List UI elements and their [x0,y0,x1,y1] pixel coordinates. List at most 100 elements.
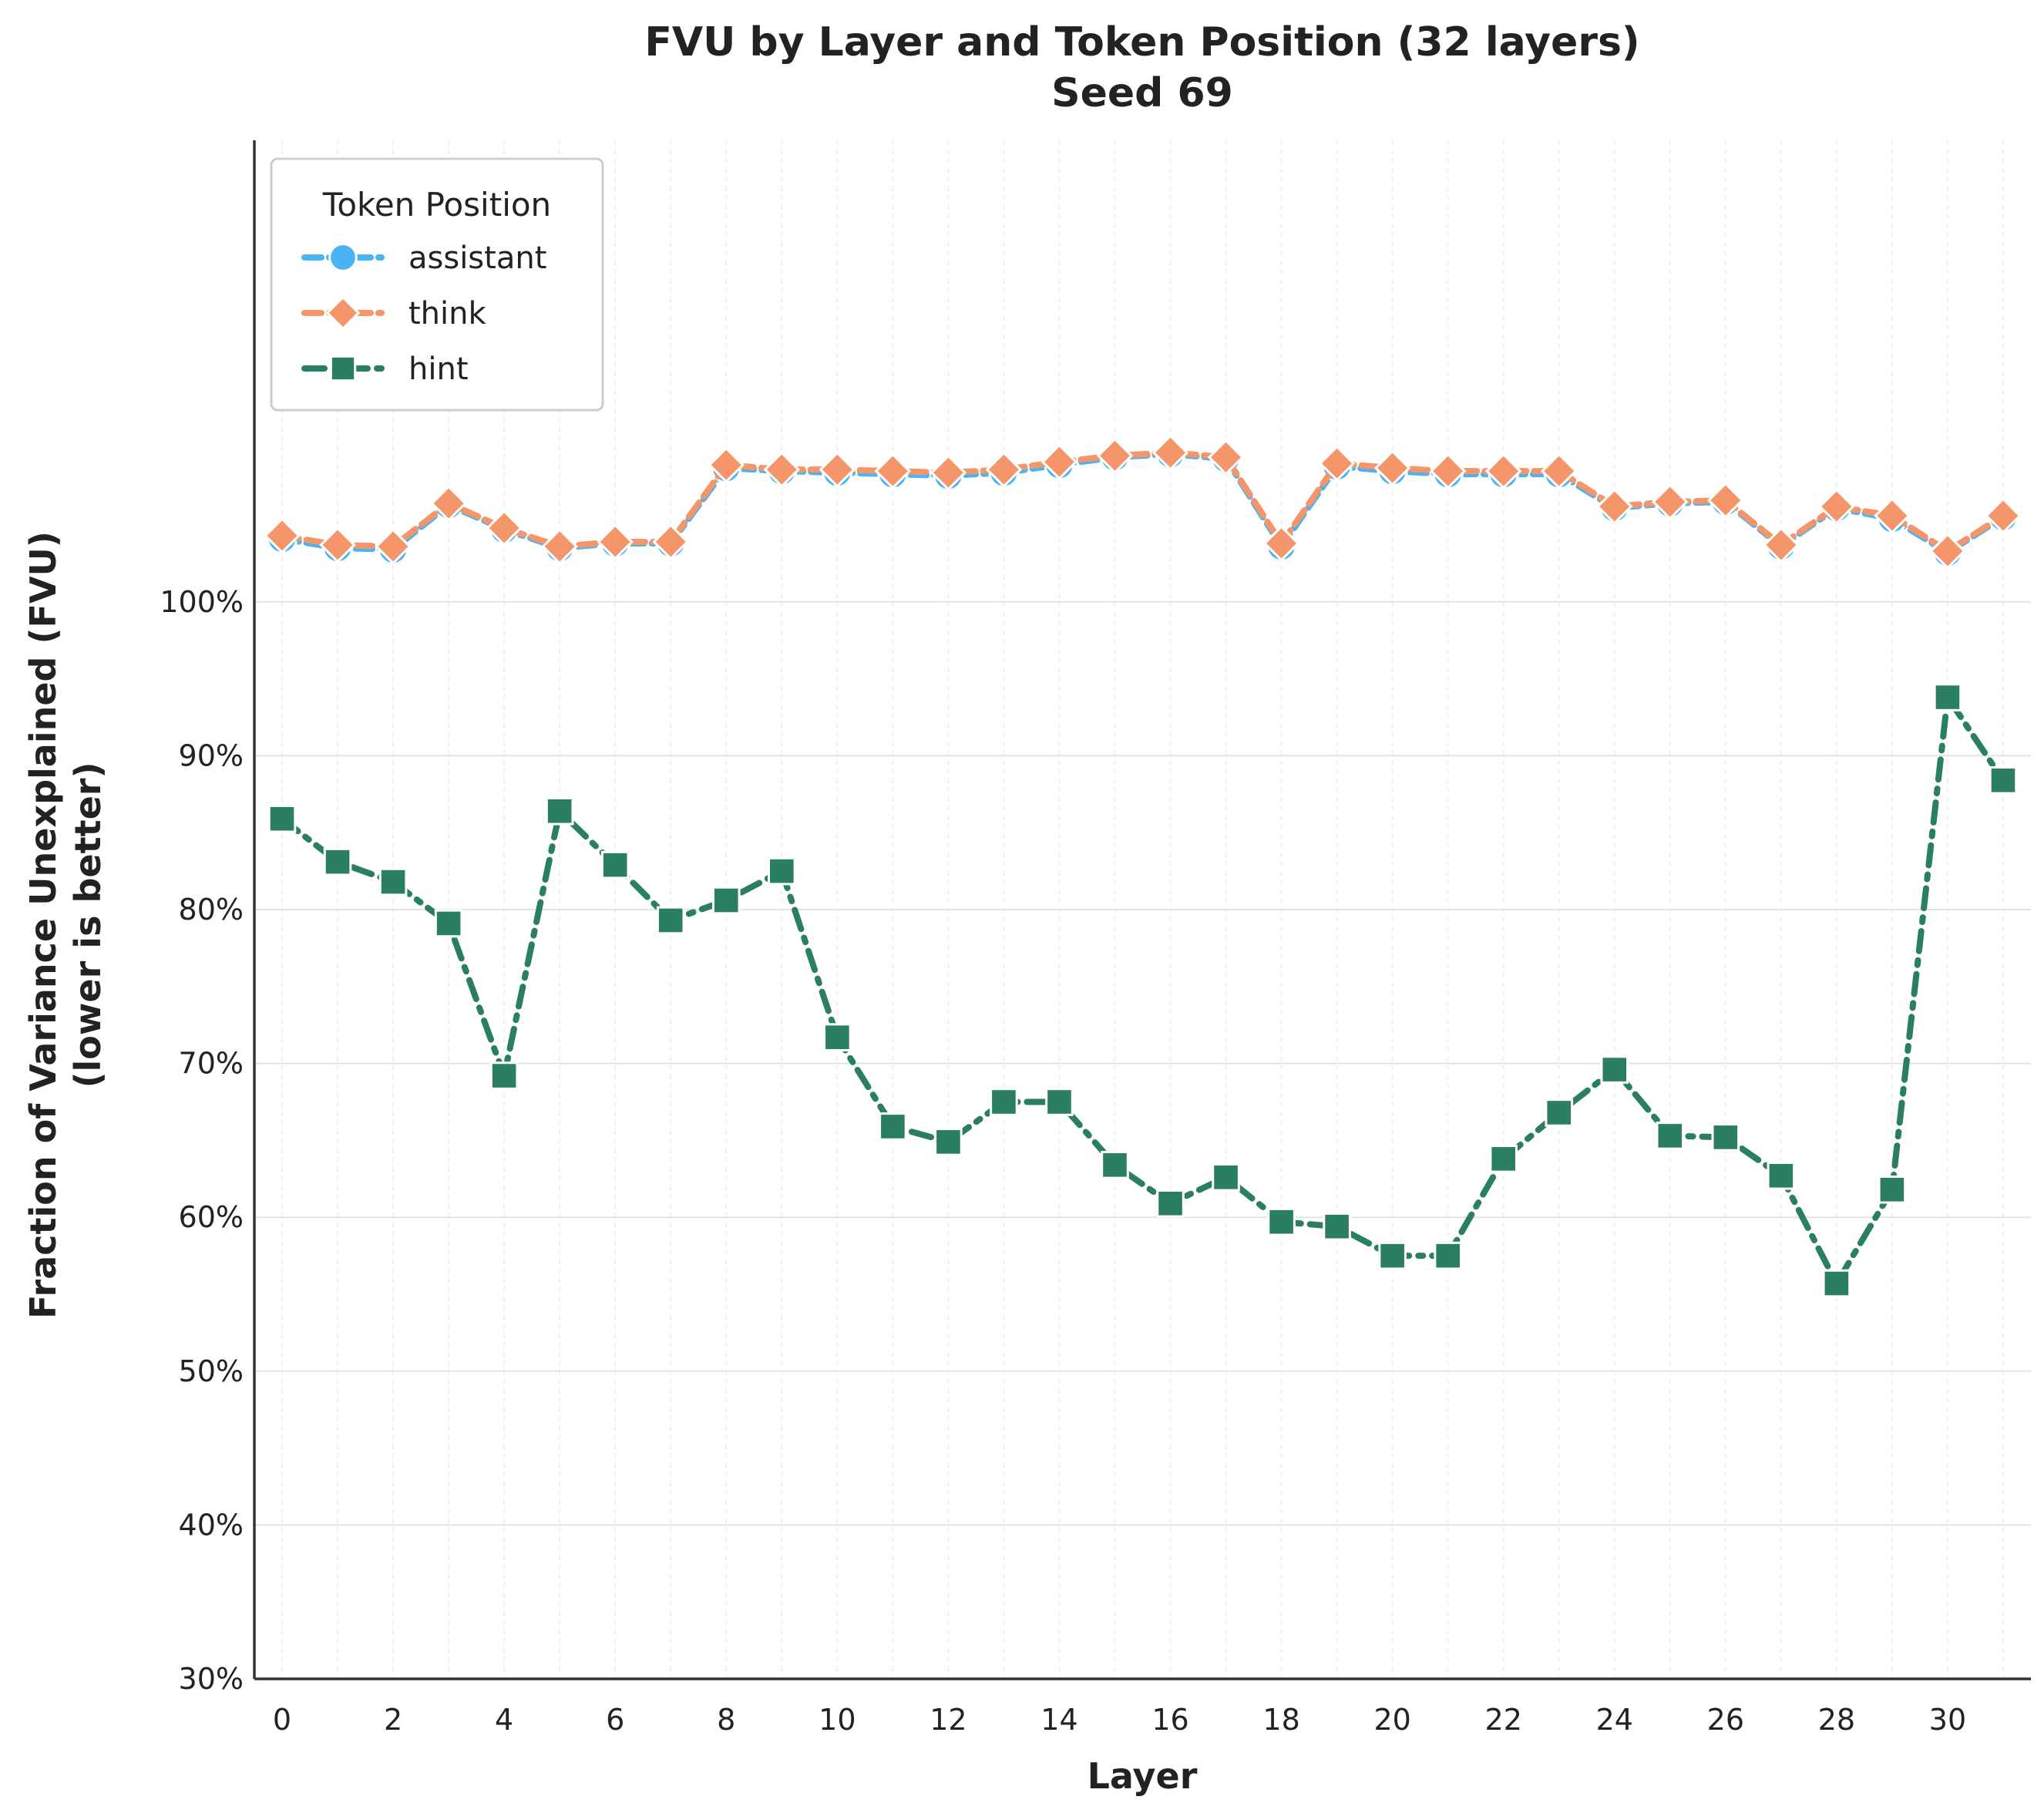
data-point-hint [879,1112,907,1141]
x-tick-label: 2 [384,1703,402,1737]
data-point-think [1207,439,1245,476]
y-tick-label: 30% [179,1662,244,1696]
data-point-think [430,485,467,522]
legend-frame [270,157,604,412]
data-point-hint [1711,1123,1740,1152]
tick-labels: 30%40%50%60%70%80%90%100%0 2 4 6 8 10 12 14 16 18… [160,585,1966,1737]
data-point-think [874,452,912,489]
x-tick-label: 18 [1262,1703,1299,1737]
data-point-hint [1822,1269,1851,1298]
data-point-think [763,451,801,488]
data-point-think [1429,452,1467,489]
data-point-hint [990,1088,1018,1116]
y-tick-label: 90% [179,738,244,772]
legend-entry-think: think [301,295,487,331]
legend-entry-assistant: assistant [301,240,546,276]
data-point-hint [1045,1088,1074,1116]
data-point-think [1874,497,1911,534]
y-tick-label: 60% [179,1200,244,1234]
x-tick-label: 10 [819,1703,856,1737]
data-point-hint [823,1023,852,1051]
data-point-think [1318,445,1356,482]
data-point-think [486,510,523,547]
data-point-hint [1434,1241,1462,1270]
data-point-think [1541,452,1578,489]
data-point-think [597,523,634,560]
x-axis-label: Layer [1088,1755,1198,1797]
data-point-think [541,528,578,565]
x-tick-label: 22 [1485,1703,1522,1737]
data-point-think [1096,437,1134,474]
series-line-think [279,449,2006,554]
legend-entry-hint: hint [301,352,469,387]
data-point-hint [934,1128,963,1156]
y-axis-label: Fraction of Variance Unexplained (FVU) [22,531,64,1319]
data-point-hint [1989,766,2018,795]
y-tick-label: 50% [179,1354,244,1388]
data-point-hint [1656,1122,1685,1150]
data-point-hint [656,906,685,935]
x-tick-label: 20 [1373,1703,1410,1737]
data-point-think [1373,449,1411,486]
data-point-think [1484,452,1522,489]
data-point-hint [378,867,408,896]
x-tick-label: 26 [1707,1703,1744,1737]
data-point-hint [267,804,297,833]
data-point-think [1985,497,2022,534]
legend-label: hint [408,352,469,387]
data-point-hint [1767,1162,1796,1190]
data-point-hint [711,886,741,915]
data-point-think [1262,525,1300,562]
legend: Token Position assistant think hint [270,157,604,412]
y-tick-label: 40% [179,1508,244,1542]
data-point-think [1763,526,1800,563]
data-point-think [264,517,301,554]
data-point-think [652,523,689,560]
x-tick-label: 12 [930,1703,967,1737]
data-point-think [985,451,1023,488]
series-layer [264,434,2022,1298]
x-tick-label: 8 [717,1703,735,1737]
data-point-think [319,526,356,563]
axes [253,140,2031,1680]
series-line-hint [279,694,2006,1287]
legend-swatch-marker [325,295,361,331]
y-tick-label: 80% [179,893,244,927]
data-point-think [1652,483,1689,520]
y-axis-sublabel: (lower is better) [67,762,109,1088]
x-tick-label: 28 [1818,1703,1855,1737]
data-point-hint [1878,1175,1907,1204]
data-point-hint [1212,1163,1240,1192]
data-point-hint [489,1061,519,1090]
data-point-hint [1933,683,1962,711]
data-point-think [1596,488,1633,525]
series-assistant [266,439,2019,569]
legend-label: assistant [408,240,546,276]
data-point-hint [1267,1207,1296,1236]
legend-label: think [408,296,487,331]
series-hint [267,683,2018,1298]
y-tick-label: 70% [179,1047,244,1081]
data-point-hint [545,796,574,826]
data-point-hint [600,850,630,880]
data-point-hint [767,856,796,886]
data-point-hint [1156,1189,1185,1218]
x-tick-label: 24 [1596,1703,1633,1737]
y-tick-label: 100% [160,585,244,619]
x-tick-label: 4 [495,1703,513,1737]
x-tick-label: 6 [606,1703,624,1737]
chart-title: FVU by Layer and Token Position (32 laye… [644,19,1639,66]
legend-title: Token Position [322,186,551,224]
legend-swatch-marker [328,243,358,272]
data-point-think [1151,434,1189,471]
legend-swatch-marker [329,355,357,382]
x-tick-label: 30 [1929,1703,1966,1737]
data-point-hint [1489,1145,1518,1173]
data-point-hint [1323,1212,1351,1241]
data-point-hint [1378,1241,1407,1270]
x-tick-label: 0 [273,1703,291,1737]
data-point-think [819,451,856,488]
data-point-hint [1600,1055,1629,1084]
